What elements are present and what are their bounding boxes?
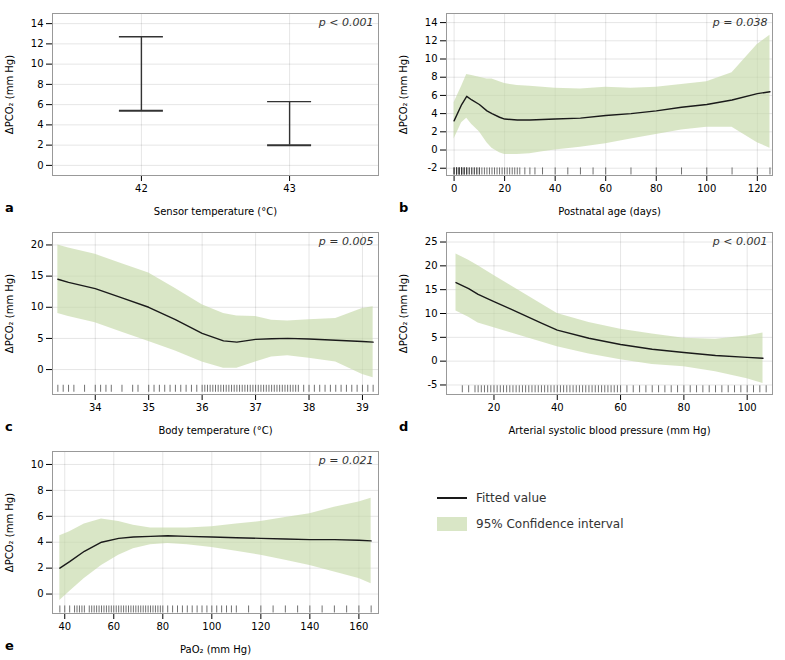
svg-text:-2: -2 — [428, 162, 438, 173]
html-text:b: b — [399, 200, 409, 215]
svg-text:80: 80 — [650, 183, 663, 194]
svg-text:2: 2 — [37, 562, 43, 573]
svg-text:8: 8 — [37, 485, 43, 496]
svg-text:8: 8 — [431, 71, 437, 82]
html-text:c: c — [5, 419, 13, 434]
svg-text:34: 34 — [89, 402, 102, 413]
svg-text:37: 37 — [249, 402, 262, 413]
html-text:a: a — [5, 200, 14, 215]
svg-text:100: 100 — [202, 621, 221, 632]
svg-text:p < 0.001: p < 0.001 — [318, 16, 374, 29]
html-text:e: e — [5, 638, 14, 653]
svg-text:36: 36 — [196, 402, 209, 413]
html-text:95% Confidence interval: 95% Confidence interval — [476, 517, 624, 531]
svg-text:ΔPCO₂ (mm Hg): ΔPCO₂ (mm Hg) — [4, 55, 15, 134]
svg-text:0: 0 — [431, 144, 437, 155]
svg-text:Arterial systolic blood pressu: Arterial systolic blood pressure (mm Hg) — [508, 425, 710, 436]
svg-text:6: 6 — [37, 99, 43, 110]
svg-text:20: 20 — [488, 402, 501, 413]
svg-text:39: 39 — [356, 402, 369, 413]
svg-text:p < 0.001: p < 0.001 — [712, 235, 768, 248]
svg-text:40: 40 — [551, 402, 564, 413]
svg-text:p = 0.038: p = 0.038 — [712, 16, 768, 29]
svg-text:12: 12 — [31, 38, 44, 49]
svg-text:25: 25 — [425, 236, 438, 247]
svg-text:2: 2 — [37, 139, 43, 150]
svg-text:0: 0 — [451, 183, 457, 194]
svg-text:60: 60 — [599, 183, 612, 194]
svg-text:20: 20 — [31, 239, 44, 250]
svg-text:20: 20 — [498, 183, 511, 194]
svg-text:6: 6 — [37, 511, 43, 522]
svg-text:160: 160 — [349, 621, 368, 632]
svg-text:2: 2 — [431, 126, 437, 137]
svg-text:ΔPCO₂ (mm Hg): ΔPCO₂ (mm Hg) — [4, 493, 15, 572]
svg-text:100: 100 — [738, 402, 757, 413]
svg-text:38: 38 — [303, 402, 316, 413]
svg-text:8: 8 — [37, 79, 43, 90]
svg-text:100: 100 — [697, 183, 716, 194]
svg-text:4: 4 — [37, 536, 43, 547]
html-text:Fitted value: Fitted value — [476, 491, 547, 505]
svg-text:10: 10 — [31, 58, 44, 69]
svg-text:0: 0 — [37, 160, 43, 171]
svg-text:60: 60 — [614, 402, 627, 413]
svg-text:43: 43 — [283, 183, 296, 194]
svg-text:35: 35 — [142, 402, 155, 413]
svg-text:10: 10 — [425, 53, 438, 64]
svg-text:0: 0 — [431, 355, 437, 366]
svg-text:15: 15 — [31, 270, 44, 281]
svg-text:10: 10 — [425, 308, 438, 319]
svg-text:5: 5 — [37, 333, 43, 344]
svg-text:4: 4 — [37, 119, 43, 130]
svg-text:Postnatal age (days): Postnatal age (days) — [558, 206, 661, 217]
svg-text:80: 80 — [156, 621, 169, 632]
svg-text:40: 40 — [549, 183, 562, 194]
svg-text:80: 80 — [678, 402, 691, 413]
svg-text:ΔPCO₂ (mm Hg): ΔPCO₂ (mm Hg) — [398, 274, 409, 353]
svg-text:60: 60 — [107, 621, 120, 632]
svg-text:PaO₂ (mm Hg): PaO₂ (mm Hg) — [180, 644, 251, 655]
svg-text:120: 120 — [748, 183, 767, 194]
svg-text:140: 140 — [300, 621, 319, 632]
svg-text:5: 5 — [431, 332, 437, 343]
svg-text:15: 15 — [425, 284, 438, 295]
svg-text:p = 0.021: p = 0.021 — [318, 454, 374, 467]
svg-text:120: 120 — [251, 621, 270, 632]
svg-text:Body temperature (°C): Body temperature (°C) — [158, 425, 272, 436]
html-text:d: d — [399, 419, 409, 434]
svg-text:0: 0 — [37, 588, 43, 599]
svg-text:p = 0.005: p = 0.005 — [318, 235, 374, 248]
svg-text:14: 14 — [31, 18, 44, 29]
svg-text:ΔPCO₂ (mm Hg): ΔPCO₂ (mm Hg) — [398, 55, 409, 134]
svg-text:6: 6 — [431, 90, 437, 101]
svg-text:40: 40 — [58, 621, 71, 632]
svg-text:0: 0 — [37, 364, 43, 375]
svg-text:20: 20 — [425, 260, 438, 271]
svg-text:ΔPCO₂ (mm Hg): ΔPCO₂ (mm Hg) — [4, 274, 15, 353]
svg-text:14: 14 — [425, 17, 438, 28]
svg-text:12: 12 — [425, 35, 438, 46]
svg-text:10: 10 — [31, 459, 44, 470]
svg-text:10: 10 — [31, 301, 44, 312]
svg-text:42: 42 — [135, 183, 148, 194]
svg-text:-5: -5 — [428, 379, 438, 390]
svg-text:4: 4 — [431, 108, 437, 119]
svg-text:Sensor temperature (°C): Sensor temperature (°C) — [154, 206, 277, 217]
